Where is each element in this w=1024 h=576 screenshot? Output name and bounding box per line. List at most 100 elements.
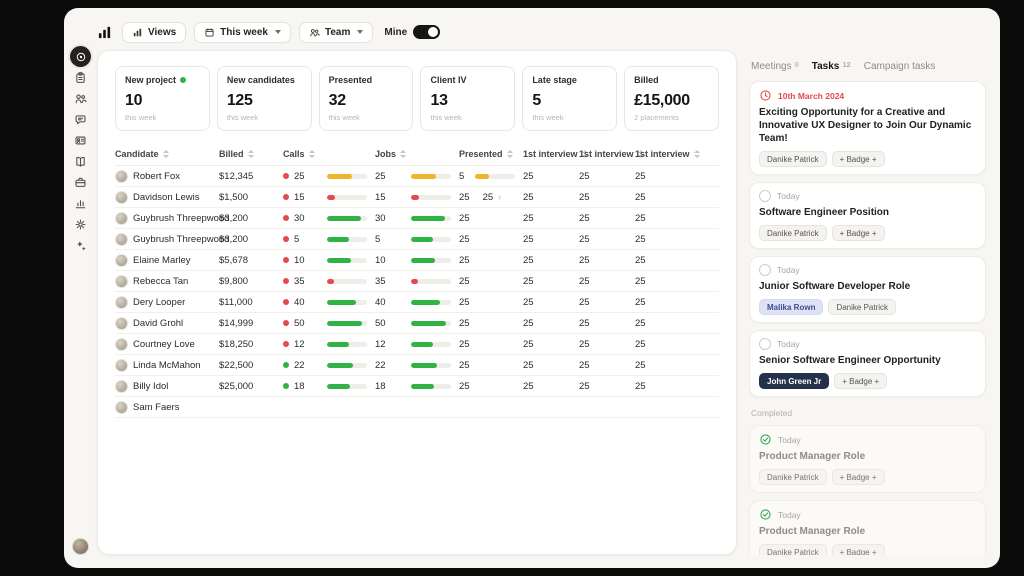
badge[interactable]: John Green Jr xyxy=(759,373,830,389)
stat-value: £15,000 xyxy=(634,92,690,109)
table-row[interactable]: Sam Faers xyxy=(115,397,719,418)
sort-icon[interactable] xyxy=(637,150,644,158)
column-header[interactable]: 1st interview xyxy=(523,149,588,159)
book-icon[interactable] xyxy=(70,151,91,172)
task-meta: 10th March 2024 xyxy=(759,89,976,102)
people-icon[interactable] xyxy=(70,88,91,109)
badge-row: Danike Patrick + Badge + xyxy=(759,151,976,167)
badge[interactable]: + Badge + xyxy=(831,544,885,555)
user-avatar[interactable] xyxy=(72,538,89,555)
column-header[interactable]: Candidate xyxy=(115,149,219,159)
views-button[interactable]: Views xyxy=(122,21,187,43)
sort-icon[interactable] xyxy=(400,150,407,158)
dashboard-icon[interactable] xyxy=(70,46,91,67)
sort-icon[interactable] xyxy=(162,150,169,158)
sort-icon[interactable] xyxy=(308,150,315,158)
stat-label: Billed xyxy=(634,75,659,85)
table-row[interactable]: Davidson Lewis $1,500 15 15 25 25 › 25 25 25 xyxy=(115,187,719,208)
mine-toggle[interactable] xyxy=(413,25,441,39)
table-row[interactable]: Linda McMahon $22,500 22 22 25 25 25 25 xyxy=(115,355,719,376)
progress-bar xyxy=(327,362,367,368)
id-card-icon[interactable] xyxy=(70,130,91,151)
sparkles-icon[interactable] xyxy=(70,235,91,256)
due-clock-icon[interactable] xyxy=(759,89,772,102)
stat-card: Billed £15,000 2 placements xyxy=(624,66,719,131)
table-row[interactable]: Rebecca Tan $9,800 35 35 25 25 25 25 xyxy=(115,271,719,292)
interview3-cell: 25 xyxy=(635,191,646,203)
circle-checkbox-icon[interactable] xyxy=(759,190,771,202)
clipboard-icon[interactable] xyxy=(70,67,91,88)
interview1-cell: 25 xyxy=(523,296,534,308)
badge[interactable]: Danike Patrick xyxy=(828,299,897,315)
table-row[interactable]: David Grohl $14,999 50 50 25 25 25 25 xyxy=(115,313,719,334)
badge[interactable]: Malika Rown xyxy=(759,299,824,315)
task-card[interactable]: Today Senior Software Engineer Opportunit… xyxy=(749,330,986,397)
tab-tasks[interactable]: Tasks 12 xyxy=(812,60,851,72)
column-label: Billed xyxy=(219,149,244,159)
completed-task-card[interactable]: Today Product Manager Role Danike Patrick +… xyxy=(749,425,986,493)
column-label: Jobs xyxy=(375,149,397,159)
candidate-avatar xyxy=(115,400,128,414)
badge[interactable]: Danike Patrick xyxy=(759,469,827,485)
table-row[interactable]: Courtney Love $18,250 12 12 25 25 25 25 xyxy=(115,334,719,355)
badge[interactable]: + Badge + xyxy=(831,225,885,241)
sort-icon[interactable] xyxy=(693,150,700,158)
column-header[interactable]: Jobs xyxy=(375,149,459,159)
billed-cell: $3,200 xyxy=(219,233,249,245)
tab-campaign-tasks[interactable]: Campaign tasks xyxy=(864,61,936,72)
jobs-cell: 22 xyxy=(375,360,459,371)
badge[interactable]: + Badge + xyxy=(831,151,885,167)
jobs-cell: 50 xyxy=(375,318,459,329)
column-header[interactable]: Calls xyxy=(283,149,375,159)
sort-icon[interactable] xyxy=(581,150,588,158)
check-circle-icon[interactable] xyxy=(759,508,772,521)
column-header[interactable]: Presented xyxy=(459,149,523,159)
sort-icon[interactable] xyxy=(506,150,513,158)
table-row[interactable]: Billy Idol $25,000 18 18 25 25 25 25 xyxy=(115,376,719,397)
billed-cell: $5,678 xyxy=(219,254,249,266)
circle-checkbox-icon[interactable] xyxy=(759,264,771,276)
team-dropdown[interactable]: Team xyxy=(298,21,374,43)
interview1-cell: 25 xyxy=(523,359,534,371)
chart-icon[interactable] xyxy=(70,193,91,214)
table-row[interactable]: Dery Looper $11,000 40 40 25 25 25 25 xyxy=(115,292,719,313)
candidate-cell: Billy Idol xyxy=(115,379,219,393)
completed-task-card[interactable]: Today Product Manager Role Danike Patrick +… xyxy=(749,500,986,555)
column-label: Calls xyxy=(283,149,305,159)
task-title: Exciting Opportunity for a Creative and … xyxy=(759,107,972,144)
task-meta: Today xyxy=(759,264,976,276)
check-circle-icon[interactable] xyxy=(759,433,772,446)
badge-row: Danike Patrick + Badge + xyxy=(759,469,976,485)
column-header[interactable]: 1st interview xyxy=(635,149,700,159)
table-row[interactable]: Robert Fox $12,345 25 25 5 25 25 25 xyxy=(115,166,719,187)
circle-checkbox-icon[interactable] xyxy=(759,338,771,350)
table-row[interactable]: Guybrush Threepwood $3,200 5 5 25 25 25 25 xyxy=(115,229,719,250)
candidate-cell: Davidson Lewis xyxy=(115,190,219,204)
badge[interactable]: + Badge + xyxy=(834,373,888,389)
badge[interactable]: + Badge + xyxy=(831,469,885,485)
calls-cell: 18 xyxy=(283,381,375,392)
briefcase-icon[interactable] xyxy=(70,172,91,193)
stat-value: 32 xyxy=(328,92,347,109)
task-card[interactable]: Today Software Engineer Position Danike Pa… xyxy=(749,182,986,249)
task-card[interactable]: Today Junior Software Developer Role Malik… xyxy=(749,256,986,323)
billed-cell: $14,999 xyxy=(219,317,254,329)
task-card[interactable]: 10th March 2024 Exciting Opportunity for … xyxy=(749,81,986,175)
column-header[interactable]: Billed xyxy=(219,149,283,159)
table-row[interactable]: Elaine Marley $5,678 10 10 25 25 25 25 xyxy=(115,250,719,271)
period-dropdown[interactable]: This week xyxy=(194,21,291,43)
table-row[interactable]: Guybrush Threepwood $3,200 30 30 25 25 25 25 xyxy=(115,208,719,229)
column-header[interactable]: 1st interview xyxy=(579,149,644,159)
interview1-cell: 25 xyxy=(523,275,534,287)
progress-bar xyxy=(411,299,451,305)
chat-icon[interactable] xyxy=(70,109,91,130)
sort-icon[interactable] xyxy=(247,150,254,158)
tab-meetings[interactable]: Meetings 8 xyxy=(751,60,799,72)
badge[interactable]: Danike Patrick xyxy=(759,225,827,241)
calls-cell: 50 xyxy=(283,318,375,329)
candidate-name: Davidson Lewis xyxy=(133,191,200,203)
badge[interactable]: Danike Patrick xyxy=(759,151,827,167)
badge[interactable]: Danike Patrick xyxy=(759,544,827,555)
gear-icon[interactable] xyxy=(70,214,91,235)
